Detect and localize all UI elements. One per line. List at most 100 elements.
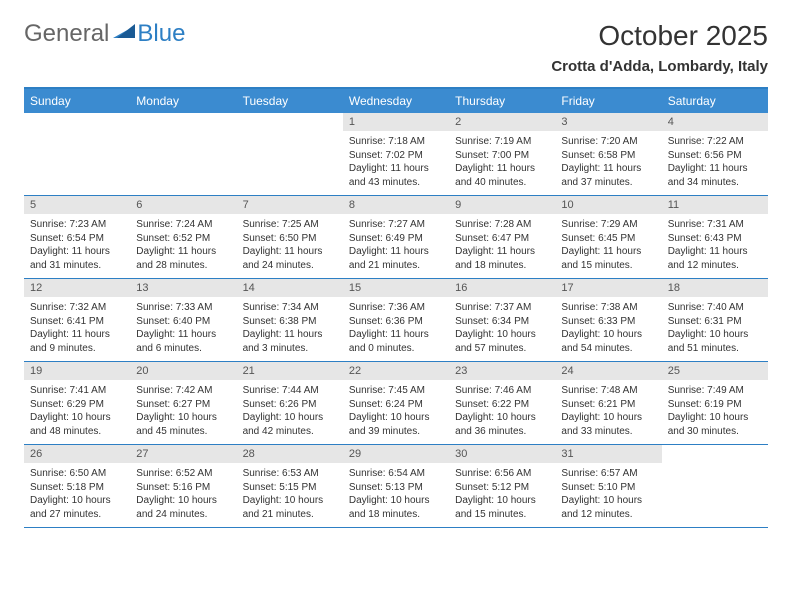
day-number: 5 xyxy=(24,196,130,214)
day-data: Sunrise: 7:40 AMSunset: 6:31 PMDaylight:… xyxy=(662,297,768,361)
day-data: Sunrise: 7:34 AMSunset: 6:38 PMDaylight:… xyxy=(237,297,343,361)
calendar: SundayMondayTuesdayWednesdayThursdayFrid… xyxy=(24,87,768,528)
calendar-cell: 2Sunrise: 7:19 AMSunset: 7:00 PMDaylight… xyxy=(449,113,555,196)
day-data: Sunrise: 7:29 AMSunset: 6:45 PMDaylight:… xyxy=(555,214,661,278)
logo-icon xyxy=(113,24,135,45)
day-number: 2 xyxy=(449,113,555,131)
day-data: Sunrise: 7:38 AMSunset: 6:33 PMDaylight:… xyxy=(555,297,661,361)
calendar-cell: 5Sunrise: 7:23 AMSunset: 6:54 PMDaylight… xyxy=(24,196,130,279)
day-data: Sunrise: 7:44 AMSunset: 6:26 PMDaylight:… xyxy=(237,380,343,444)
calendar-cell: 11Sunrise: 7:31 AMSunset: 6:43 PMDayligh… xyxy=(662,196,768,279)
calendar-cell: 15Sunrise: 7:36 AMSunset: 6:36 PMDayligh… xyxy=(343,279,449,362)
day-data: Sunrise: 7:41 AMSunset: 6:29 PMDaylight:… xyxy=(24,380,130,444)
day-number: 15 xyxy=(343,279,449,297)
day-data: Sunrise: 7:42 AMSunset: 6:27 PMDaylight:… xyxy=(130,380,236,444)
calendar-cell: 21Sunrise: 7:44 AMSunset: 6:26 PMDayligh… xyxy=(237,362,343,445)
weekday-header: Wednesday xyxy=(343,89,449,113)
day-number: 29 xyxy=(343,445,449,463)
day-data: Sunrise: 7:27 AMSunset: 6:49 PMDaylight:… xyxy=(343,214,449,278)
day-number: 16 xyxy=(449,279,555,297)
title-block: October 2025 Crotta d'Adda, Lombardy, It… xyxy=(551,20,768,75)
day-number: 23 xyxy=(449,362,555,380)
day-data: Sunrise: 7:20 AMSunset: 6:58 PMDaylight:… xyxy=(555,131,661,195)
calendar-cell: 17Sunrise: 7:38 AMSunset: 6:33 PMDayligh… xyxy=(555,279,661,362)
calendar-cell-empty xyxy=(24,113,130,196)
calendar-cell: 3Sunrise: 7:20 AMSunset: 6:58 PMDaylight… xyxy=(555,113,661,196)
day-number: 17 xyxy=(555,279,661,297)
day-data: Sunrise: 6:52 AMSunset: 5:16 PMDaylight:… xyxy=(130,463,236,527)
day-data: Sunrise: 7:46 AMSunset: 6:22 PMDaylight:… xyxy=(449,380,555,444)
calendar-cell: 16Sunrise: 7:37 AMSunset: 6:34 PMDayligh… xyxy=(449,279,555,362)
calendar-cell: 18Sunrise: 7:40 AMSunset: 6:31 PMDayligh… xyxy=(662,279,768,362)
calendar-cell-empty xyxy=(130,113,236,196)
calendar-cell: 4Sunrise: 7:22 AMSunset: 6:56 PMDaylight… xyxy=(662,113,768,196)
day-number: 9 xyxy=(449,196,555,214)
month-title: October 2025 xyxy=(551,20,768,52)
day-data: Sunrise: 7:36 AMSunset: 6:36 PMDaylight:… xyxy=(343,297,449,361)
calendar-cell: 13Sunrise: 7:33 AMSunset: 6:40 PMDayligh… xyxy=(130,279,236,362)
day-number: 14 xyxy=(237,279,343,297)
logo-text-blue: Blue xyxy=(137,20,185,48)
calendar-cell: 14Sunrise: 7:34 AMSunset: 6:38 PMDayligh… xyxy=(237,279,343,362)
calendar-cell: 27Sunrise: 6:52 AMSunset: 5:16 PMDayligh… xyxy=(130,445,236,528)
day-data: Sunrise: 7:19 AMSunset: 7:00 PMDaylight:… xyxy=(449,131,555,195)
page-header: General Blue October 2025 Crotta d'Adda,… xyxy=(24,20,768,75)
calendar-cell-empty xyxy=(662,445,768,528)
day-data: Sunrise: 7:18 AMSunset: 7:02 PMDaylight:… xyxy=(343,131,449,195)
day-data: Sunrise: 6:57 AMSunset: 5:10 PMDaylight:… xyxy=(555,463,661,527)
calendar-cell-empty xyxy=(237,113,343,196)
calendar-body: 1Sunrise: 7:18 AMSunset: 7:02 PMDaylight… xyxy=(24,113,768,528)
weekday-header: Sunday xyxy=(24,89,130,113)
calendar-cell: 8Sunrise: 7:27 AMSunset: 6:49 PMDaylight… xyxy=(343,196,449,279)
day-data: Sunrise: 7:22 AMSunset: 6:56 PMDaylight:… xyxy=(662,131,768,195)
day-number: 18 xyxy=(662,279,768,297)
calendar-cell: 26Sunrise: 6:50 AMSunset: 5:18 PMDayligh… xyxy=(24,445,130,528)
calendar-cell: 6Sunrise: 7:24 AMSunset: 6:52 PMDaylight… xyxy=(130,196,236,279)
logo: General Blue xyxy=(24,20,185,48)
calendar-cell: 9Sunrise: 7:28 AMSunset: 6:47 PMDaylight… xyxy=(449,196,555,279)
day-number: 20 xyxy=(130,362,236,380)
day-number: 26 xyxy=(24,445,130,463)
weekday-header: Monday xyxy=(130,89,236,113)
logo-text-general: General xyxy=(24,20,109,48)
day-data: Sunrise: 7:49 AMSunset: 6:19 PMDaylight:… xyxy=(662,380,768,444)
day-number: 27 xyxy=(130,445,236,463)
day-number: 1 xyxy=(343,113,449,131)
calendar-cell: 20Sunrise: 7:42 AMSunset: 6:27 PMDayligh… xyxy=(130,362,236,445)
calendar-cell: 23Sunrise: 7:46 AMSunset: 6:22 PMDayligh… xyxy=(449,362,555,445)
day-number: 4 xyxy=(662,113,768,131)
day-data: Sunrise: 7:33 AMSunset: 6:40 PMDaylight:… xyxy=(130,297,236,361)
day-number: 19 xyxy=(24,362,130,380)
calendar-page: General Blue October 2025 Crotta d'Adda,… xyxy=(0,0,792,548)
day-number: 3 xyxy=(555,113,661,131)
day-data: Sunrise: 7:45 AMSunset: 6:24 PMDaylight:… xyxy=(343,380,449,444)
day-number: 12 xyxy=(24,279,130,297)
day-number: 25 xyxy=(662,362,768,380)
calendar-cell: 12Sunrise: 7:32 AMSunset: 6:41 PMDayligh… xyxy=(24,279,130,362)
calendar-header-row: SundayMondayTuesdayWednesdayThursdayFrid… xyxy=(24,89,768,113)
day-data: Sunrise: 7:25 AMSunset: 6:50 PMDaylight:… xyxy=(237,214,343,278)
day-number: 28 xyxy=(237,445,343,463)
calendar-cell: 24Sunrise: 7:48 AMSunset: 6:21 PMDayligh… xyxy=(555,362,661,445)
calendar-cell: 31Sunrise: 6:57 AMSunset: 5:10 PMDayligh… xyxy=(555,445,661,528)
day-data: Sunrise: 7:28 AMSunset: 6:47 PMDaylight:… xyxy=(449,214,555,278)
day-data: Sunrise: 6:50 AMSunset: 5:18 PMDaylight:… xyxy=(24,463,130,527)
calendar-cell: 10Sunrise: 7:29 AMSunset: 6:45 PMDayligh… xyxy=(555,196,661,279)
day-number: 22 xyxy=(343,362,449,380)
day-data: Sunrise: 6:56 AMSunset: 5:12 PMDaylight:… xyxy=(449,463,555,527)
location-label: Crotta d'Adda, Lombardy, Italy xyxy=(551,58,768,75)
weekday-header: Friday xyxy=(555,89,661,113)
calendar-cell: 1Sunrise: 7:18 AMSunset: 7:02 PMDaylight… xyxy=(343,113,449,196)
weekday-header: Saturday xyxy=(662,89,768,113)
day-number: 6 xyxy=(130,196,236,214)
day-data: Sunrise: 6:53 AMSunset: 5:15 PMDaylight:… xyxy=(237,463,343,527)
day-number: 13 xyxy=(130,279,236,297)
calendar-cell: 22Sunrise: 7:45 AMSunset: 6:24 PMDayligh… xyxy=(343,362,449,445)
calendar-cell: 29Sunrise: 6:54 AMSunset: 5:13 PMDayligh… xyxy=(343,445,449,528)
calendar-cell: 7Sunrise: 7:25 AMSunset: 6:50 PMDaylight… xyxy=(237,196,343,279)
day-number: 30 xyxy=(449,445,555,463)
day-data: Sunrise: 7:37 AMSunset: 6:34 PMDaylight:… xyxy=(449,297,555,361)
calendar-cell: 19Sunrise: 7:41 AMSunset: 6:29 PMDayligh… xyxy=(24,362,130,445)
day-number: 11 xyxy=(662,196,768,214)
day-number: 7 xyxy=(237,196,343,214)
